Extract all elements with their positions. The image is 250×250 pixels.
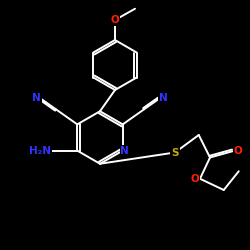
- Text: O: O: [110, 15, 120, 25]
- Text: S: S: [171, 148, 179, 158]
- Text: N: N: [32, 92, 41, 102]
- Text: H₂N: H₂N: [29, 146, 51, 156]
- Text: O: O: [234, 146, 242, 156]
- Text: N: N: [120, 146, 129, 156]
- Text: O: O: [190, 174, 199, 184]
- Text: N: N: [159, 92, 168, 102]
